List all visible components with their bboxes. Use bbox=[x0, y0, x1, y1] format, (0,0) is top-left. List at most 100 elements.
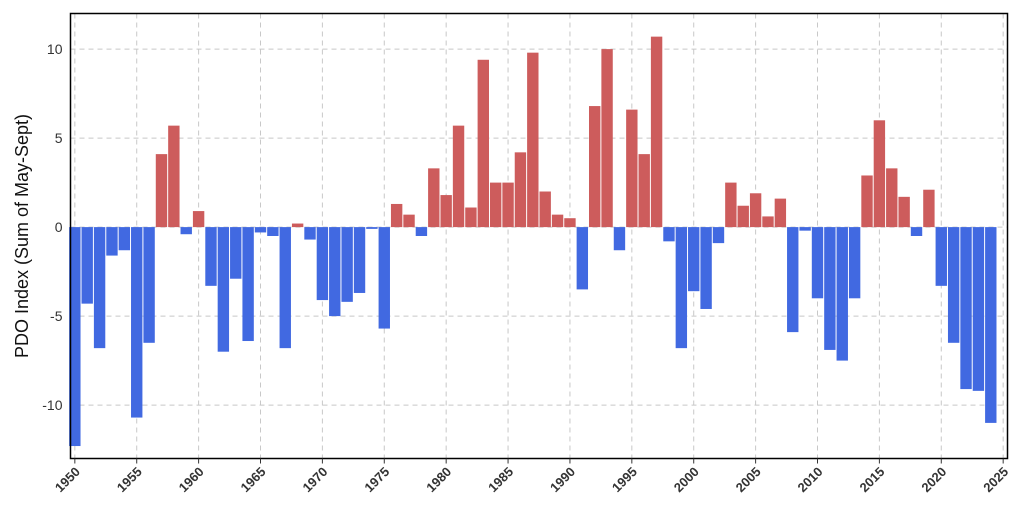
bar-2001 bbox=[700, 227, 712, 309]
bar-1961 bbox=[205, 227, 217, 286]
bar-2002 bbox=[712, 227, 725, 244]
bar-1988 bbox=[539, 191, 551, 228]
x-tick-label: 2005 bbox=[733, 464, 764, 495]
y-axis-label: PDO Index (Sum of May-Sept) bbox=[12, 114, 32, 358]
bar-1966 bbox=[267, 227, 279, 236]
bar-1975 bbox=[378, 227, 390, 329]
bar-1957 bbox=[155, 154, 168, 228]
bar-2015 bbox=[873, 120, 886, 228]
bar-2007 bbox=[774, 198, 787, 228]
x-tick-label: 1965 bbox=[238, 464, 269, 495]
plot-frame bbox=[69, 12, 1009, 460]
y-tick-label: 10 bbox=[47, 41, 63, 57]
bar-1960 bbox=[192, 211, 205, 228]
bar-2021 bbox=[947, 227, 960, 343]
bar-1978 bbox=[415, 227, 428, 236]
y-axis-ticks: 10 5 0 -5 -10 bbox=[42, 41, 62, 413]
x-tick-label: 1980 bbox=[423, 464, 454, 495]
bar-1976 bbox=[390, 203, 403, 228]
bar-2017 bbox=[898, 196, 910, 228]
bar-1994 bbox=[613, 227, 626, 251]
x-tick-label: 2000 bbox=[671, 464, 702, 495]
bar-2019 bbox=[923, 189, 935, 228]
bar-2006 bbox=[762, 216, 774, 228]
bar-2014 bbox=[861, 175, 873, 228]
y-tick-label: -5 bbox=[50, 308, 63, 324]
bar-1964 bbox=[242, 227, 254, 342]
bar-2013 bbox=[848, 227, 861, 299]
y-tick-label: -10 bbox=[42, 397, 62, 413]
x-tick-label: 1990 bbox=[547, 464, 578, 495]
bar-2020 bbox=[935, 227, 947, 286]
bar-1951 bbox=[81, 227, 93, 304]
bar-2003 bbox=[725, 182, 737, 228]
bar-1955 bbox=[131, 227, 143, 418]
bar-1970 bbox=[316, 227, 329, 301]
x-tick-label: 1960 bbox=[176, 464, 207, 495]
bar-1977 bbox=[403, 214, 415, 228]
bar-1950 bbox=[69, 227, 81, 447]
x-tick-label: 1995 bbox=[609, 464, 640, 495]
bar-1954 bbox=[118, 227, 131, 251]
bar-1971 bbox=[329, 227, 341, 317]
bar-1962 bbox=[217, 227, 230, 352]
bar-1956 bbox=[143, 227, 155, 343]
bar-1992 bbox=[589, 106, 601, 228]
x-tick-label: 1985 bbox=[485, 464, 516, 495]
bar-1981 bbox=[452, 125, 465, 228]
bar-2022 bbox=[960, 227, 972, 390]
bar-1979 bbox=[428, 168, 440, 228]
bar-1989 bbox=[551, 214, 564, 228]
x-tick-label: 1950 bbox=[52, 464, 83, 495]
bar-1993 bbox=[601, 49, 613, 228]
bar-1986 bbox=[514, 152, 527, 228]
bar-2009 bbox=[799, 227, 811, 231]
y-tick-label: 0 bbox=[55, 219, 63, 235]
bar-1973 bbox=[353, 227, 366, 293]
bar-1974 bbox=[366, 227, 378, 229]
bar-1984 bbox=[489, 182, 502, 228]
bar-2016 bbox=[886, 168, 898, 228]
bar-2004 bbox=[737, 205, 749, 228]
bar-1952 bbox=[93, 227, 106, 349]
bar-1967 bbox=[279, 227, 291, 349]
bar-1987 bbox=[527, 52, 539, 228]
bar-1999 bbox=[675, 227, 688, 349]
bar-2023 bbox=[972, 227, 985, 391]
bar-1958 bbox=[168, 125, 180, 228]
bar-2024 bbox=[985, 227, 997, 423]
y-tick-label: 5 bbox=[55, 130, 63, 146]
bar-2011 bbox=[824, 227, 836, 350]
bar-2010 bbox=[811, 227, 824, 299]
x-tick-label: 2025 bbox=[980, 464, 1011, 495]
bar-2008 bbox=[787, 227, 799, 333]
bar-1959 bbox=[180, 227, 192, 235]
bar-1998 bbox=[663, 227, 675, 242]
bars bbox=[69, 36, 997, 447]
bar-2018 bbox=[910, 227, 923, 236]
bar-2005 bbox=[749, 193, 762, 228]
x-tick-label: 1970 bbox=[299, 464, 330, 495]
bar-1969 bbox=[304, 227, 316, 240]
x-tick-label: 2010 bbox=[795, 464, 826, 495]
x-tick-label: 2015 bbox=[856, 464, 887, 495]
x-tick-label: 1955 bbox=[114, 464, 145, 495]
bar-1982 bbox=[465, 207, 477, 228]
bar-1985 bbox=[502, 182, 514, 228]
bar-1963 bbox=[230, 227, 242, 279]
bar-1990 bbox=[564, 218, 576, 228]
bar-1965 bbox=[254, 227, 267, 233]
bar-1996 bbox=[638, 154, 650, 228]
x-tick-label: 1975 bbox=[361, 464, 392, 495]
bar-1991 bbox=[576, 227, 589, 290]
bar-1972 bbox=[341, 227, 353, 302]
bar-1953 bbox=[106, 227, 118, 256]
bar-1983 bbox=[477, 59, 489, 228]
bar-2012 bbox=[836, 227, 848, 361]
bar-1968 bbox=[291, 223, 304, 228]
bar-1980 bbox=[440, 195, 452, 228]
x-axis-ticks: 1950 1955 1960 1965 1970 1975 1980 1985 1990 1995… bbox=[52, 458, 1011, 495]
bar-2000 bbox=[688, 227, 700, 292]
bar-1997 bbox=[650, 36, 663, 228]
